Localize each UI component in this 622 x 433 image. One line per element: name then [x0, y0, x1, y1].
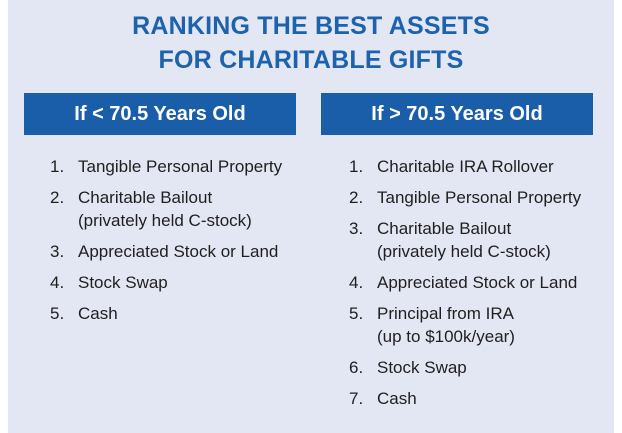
- right-column-heading: If > 70.5 Years Old: [321, 93, 593, 135]
- right-ranked-list: 1. Charitable IRA Rollover 2. Tangible P…: [349, 155, 613, 418]
- item-number: 1.: [50, 157, 65, 176]
- item-text: Charitable Bailout: [377, 219, 512, 238]
- item-number: 3.: [50, 242, 65, 261]
- list-item: 7. Cash: [349, 387, 613, 410]
- list-item: 2. Tangible Personal Property: [349, 186, 613, 209]
- list-item: 1. Charitable IRA Rollover: [349, 155, 613, 178]
- list-item: 6. Stock Swap: [349, 356, 613, 379]
- infographic-panel: RANKING THE BEST ASSETS FOR CHARITABLE G…: [8, 0, 614, 433]
- list-item: 3. Appreciated Stock or Land: [50, 240, 320, 263]
- item-number: 3.: [349, 219, 364, 238]
- item-subtext: (up to $100k/year): [377, 327, 515, 346]
- list-item: 4. Stock Swap: [50, 271, 320, 294]
- item-text: Charitable IRA Rollover: [377, 157, 554, 176]
- item-text: Tangible Personal Property: [377, 188, 582, 207]
- item-number: 5.: [50, 304, 65, 323]
- item-text: Cash: [377, 389, 417, 408]
- item-number: 7.: [349, 389, 364, 408]
- list-item: 3. Charitable Bailout (privately held C-s…: [349, 217, 613, 263]
- left-column-heading: If < 70.5 Years Old: [24, 93, 296, 135]
- item-number: 6.: [349, 358, 364, 377]
- item-text: Cash: [78, 304, 118, 323]
- left-ranked-list: 1. Tangible Personal Property 2. Charita…: [50, 155, 320, 333]
- item-text: Tangible Personal Property: [78, 157, 283, 176]
- item-number: 2.: [349, 188, 364, 207]
- item-number: 1.: [349, 157, 364, 176]
- item-subtext: (privately held C-stock): [78, 211, 252, 230]
- item-number: 2.: [50, 188, 65, 207]
- item-subtext: (privately held C-stock): [377, 242, 551, 261]
- list-item: 1. Tangible Personal Property: [50, 155, 320, 178]
- list-item: 2. Charitable Bailout (privately held C-s…: [50, 186, 320, 232]
- item-number: 4.: [349, 273, 364, 292]
- item-text: Appreciated Stock or Land: [78, 242, 279, 261]
- title-line-2: FOR CHARITABLE GIFTS: [158, 46, 464, 74]
- item-number: 5.: [349, 304, 364, 323]
- item-text: Charitable Bailout: [78, 188, 213, 207]
- item-text: Stock Swap: [377, 358, 467, 377]
- title-line-1: RANKING THE BEST ASSETS: [132, 12, 490, 40]
- list-item: 5. Principal from IRA (up to $100k/year): [349, 302, 613, 348]
- item-number: 4.: [50, 273, 65, 292]
- list-item: 4. Appreciated Stock or Land: [349, 271, 613, 294]
- item-text: Stock Swap: [78, 273, 168, 292]
- item-text: Appreciated Stock or Land: [377, 273, 578, 292]
- item-text: Principal from IRA: [377, 304, 514, 323]
- list-item: 5. Cash: [50, 302, 320, 325]
